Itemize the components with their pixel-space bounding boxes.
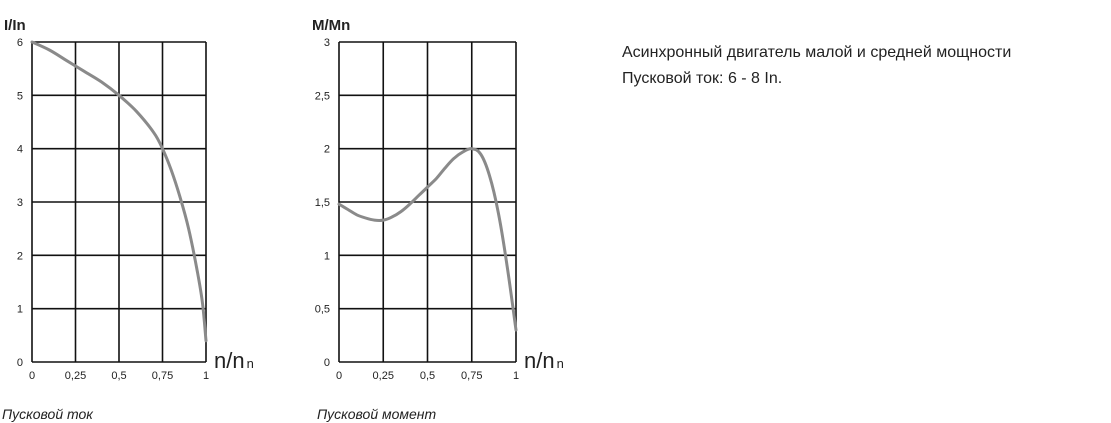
chart-2-y-tick-label: 1 [324, 250, 330, 262]
chart-2-series-line-1 [337, 147, 518, 332]
description-line-1: Асинхронный двигатель малой и средней мо… [622, 44, 1012, 61]
chart-2-x-tick-label: 0,75 [461, 370, 482, 382]
chart-1-y-tick-label: 6 [17, 37, 23, 49]
description-line-2: Пусковой ток: 6 - 8 In. [622, 70, 783, 87]
chart-1-y-axis-label: I/In [4, 17, 26, 34]
chart-2-caption: Пусковой момент [317, 406, 436, 422]
chart-2-x-axis-label-sub: n [557, 356, 564, 371]
chart-1-y-tick-label: 4 [17, 144, 23, 156]
chart-1-y-tick-label: 1 [17, 304, 23, 316]
chart-1-y-tick-label: 2 [17, 250, 23, 262]
description-text: Асинхронный двигатель малой и средней мо… [622, 40, 1102, 92]
chart-1-y-tick-label: 3 [17, 197, 23, 209]
chart-1-x-axis-label-sub: n [247, 356, 254, 371]
chart-2-y-axis-label: M/Mn [312, 17, 350, 34]
chart-2-y-tick-label: 0,5 [315, 304, 330, 316]
chart-1-caption: Пусковой ток [2, 406, 94, 422]
chart-2-x-tick-label: 0 [336, 370, 342, 382]
chart-1-y-tick-label: 0 [17, 357, 23, 369]
chart-2-x-tick-label: 1 [513, 370, 519, 382]
chart-2-y-tick-label: 0 [324, 357, 330, 369]
chart-2-y-tick-label: 3 [324, 37, 330, 49]
chart-1-series-line-1 [30, 40, 208, 343]
chart-2-y-tick-label: 1,5 [315, 197, 330, 209]
chart-2-x-axis-label: n/n n [524, 348, 564, 373]
chart-1-y-tick-label: 5 [17, 90, 23, 102]
chart-1-x-tick-label: 0,25 [65, 370, 86, 382]
chart-1-x-axis-label: n/n n [214, 348, 254, 373]
chart-2-x-tick-label: 0,25 [373, 370, 394, 382]
chart-1-x-tick-label: 0,5 [111, 370, 126, 382]
chart-1-x-tick-label: 0 [29, 370, 35, 382]
chart-1-x-tick-label: 0,75 [152, 370, 173, 382]
chart-2-y-tick-label: 2 [324, 144, 330, 156]
charts-area: 0 1 2 3 4 5 6 0 0,25 0,5 0,75 1 I/In n/n n Пусковой ток… [2, 17, 564, 422]
chart-2-x-tick-label: 0,5 [420, 370, 435, 382]
chart-2-y-tick-label: 2,5 [315, 90, 330, 102]
chart-1-x-tick-label: 1 [203, 370, 209, 382]
